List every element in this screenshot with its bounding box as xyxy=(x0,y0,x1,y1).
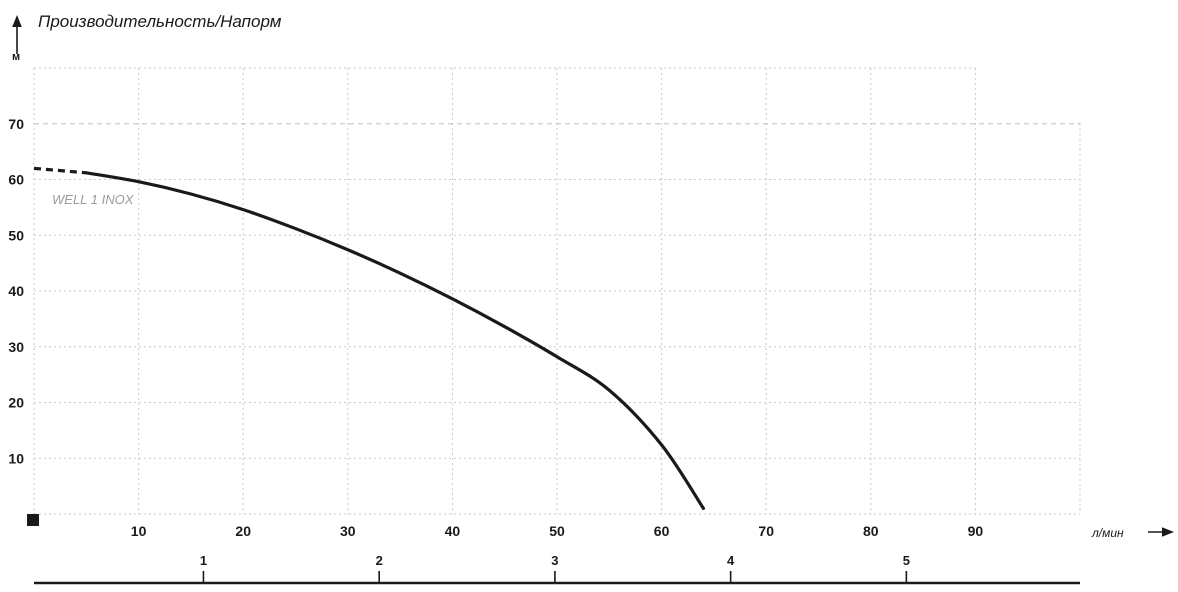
x-tick-label: 70 xyxy=(758,523,774,539)
secondary-axis-tick-label: 5 xyxy=(903,553,910,568)
x-tick-label: 40 xyxy=(445,523,461,539)
x-tick-labels: 10 20 30 40 50 60 70 80 90 xyxy=(131,523,984,539)
secondary-axis-tick-label: 3 xyxy=(551,553,558,568)
y-tick-labels: 10 20 30 40 50 60 70 xyxy=(8,116,24,467)
y-tick-label: 50 xyxy=(8,227,24,243)
secondary-axis: 1 2 3 4 5 xyxy=(34,553,1080,585)
y-axis-arrow-icon xyxy=(12,15,22,54)
x-tick-label: 60 xyxy=(654,523,670,539)
x-axis-unit-label: л/мин xyxy=(1091,526,1124,540)
x-tick-label: 30 xyxy=(340,523,356,539)
chart-title: Производительность/Напорм xyxy=(38,12,282,31)
x-axis-arrow-icon xyxy=(1148,527,1174,537)
curve-well-1-inox xyxy=(84,171,706,511)
series-layer xyxy=(33,166,706,511)
secondary-axis-tick-label: 1 xyxy=(200,553,207,568)
y-tick-label: 40 xyxy=(8,283,24,299)
x-tick-label: 50 xyxy=(549,523,565,539)
y-tick-label: 60 xyxy=(8,172,24,188)
curve-extrapolated-segment xyxy=(33,166,87,175)
y-axis-unit-label: м xyxy=(12,51,20,63)
series-label-well-1-inox: WELL 1 INOX xyxy=(52,192,135,207)
grid-layer xyxy=(33,67,1081,515)
y-tick-label: 30 xyxy=(8,339,24,355)
y-tick-label: 20 xyxy=(8,395,24,411)
y-tick-label: 10 xyxy=(8,450,24,466)
x-tick-label: 20 xyxy=(235,523,251,539)
x-tick-label: 90 xyxy=(968,523,984,539)
secondary-axis-tick-label: 4 xyxy=(727,553,735,568)
x-tick-label: 80 xyxy=(863,523,879,539)
origin-marker xyxy=(27,514,39,526)
y-tick-label: 70 xyxy=(8,116,24,132)
secondary-axis-tick-label: 2 xyxy=(376,553,383,568)
x-tick-label: 10 xyxy=(131,523,147,539)
